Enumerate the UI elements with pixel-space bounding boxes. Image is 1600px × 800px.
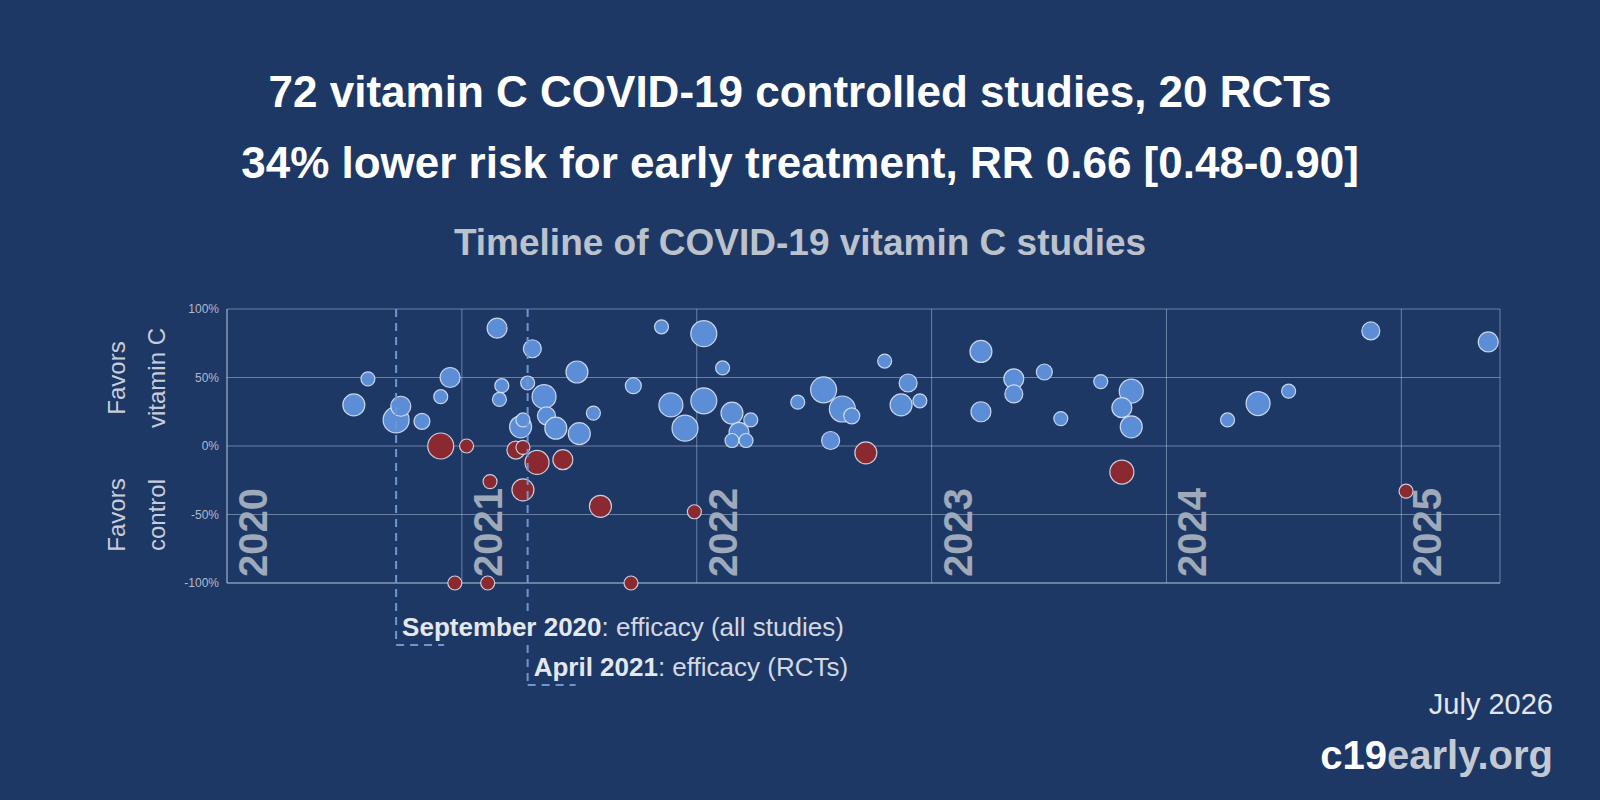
html-text:July 2026: July 2026: [1428, 688, 1553, 720]
html-text:Timeline of COVID-19 vitamin C: Timeline of COVID-19 vitamin C studies: [453, 222, 1147, 263]
svg-text:-50%: -50%: [191, 508, 219, 522]
html-text:72 vitamin C COVID-19 controll: 72 vitamin C COVID-19 controlled studies…: [268, 67, 1332, 116]
svg-text:2022: 2022: [701, 488, 745, 577]
svg-text:2025: 2025: [1405, 488, 1449, 577]
svg-text:2023: 2023: [936, 488, 980, 577]
svg-text:2024: 2024: [1170, 487, 1214, 577]
html-text:Favors control: Favors control: [103, 478, 170, 552]
html-text:Favors vitamin C: Favors vitamin C: [103, 328, 170, 428]
html-text:c19 early.org: c19 early.org: [1320, 733, 1553, 777]
svg-text:50%: 50%: [195, 371, 219, 385]
html-text:April 2021: efficacy (RCTs): April 2021: efficacy (RCTs): [533, 652, 849, 682]
html-text:September 2020: efficacy (all: September 2020: efficacy (all studies): [402, 612, 844, 642]
svg-text:2020: 2020: [231, 488, 275, 577]
svg-text:-100%: -100%: [184, 576, 219, 590]
svg-text:100%: 100%: [188, 302, 219, 316]
svg-text:0%: 0%: [202, 439, 220, 453]
svg-text:2021: 2021: [466, 488, 510, 577]
html-text:34% lower risk for early treat: 34% lower risk for early treatment, RR 0…: [241, 138, 1359, 187]
